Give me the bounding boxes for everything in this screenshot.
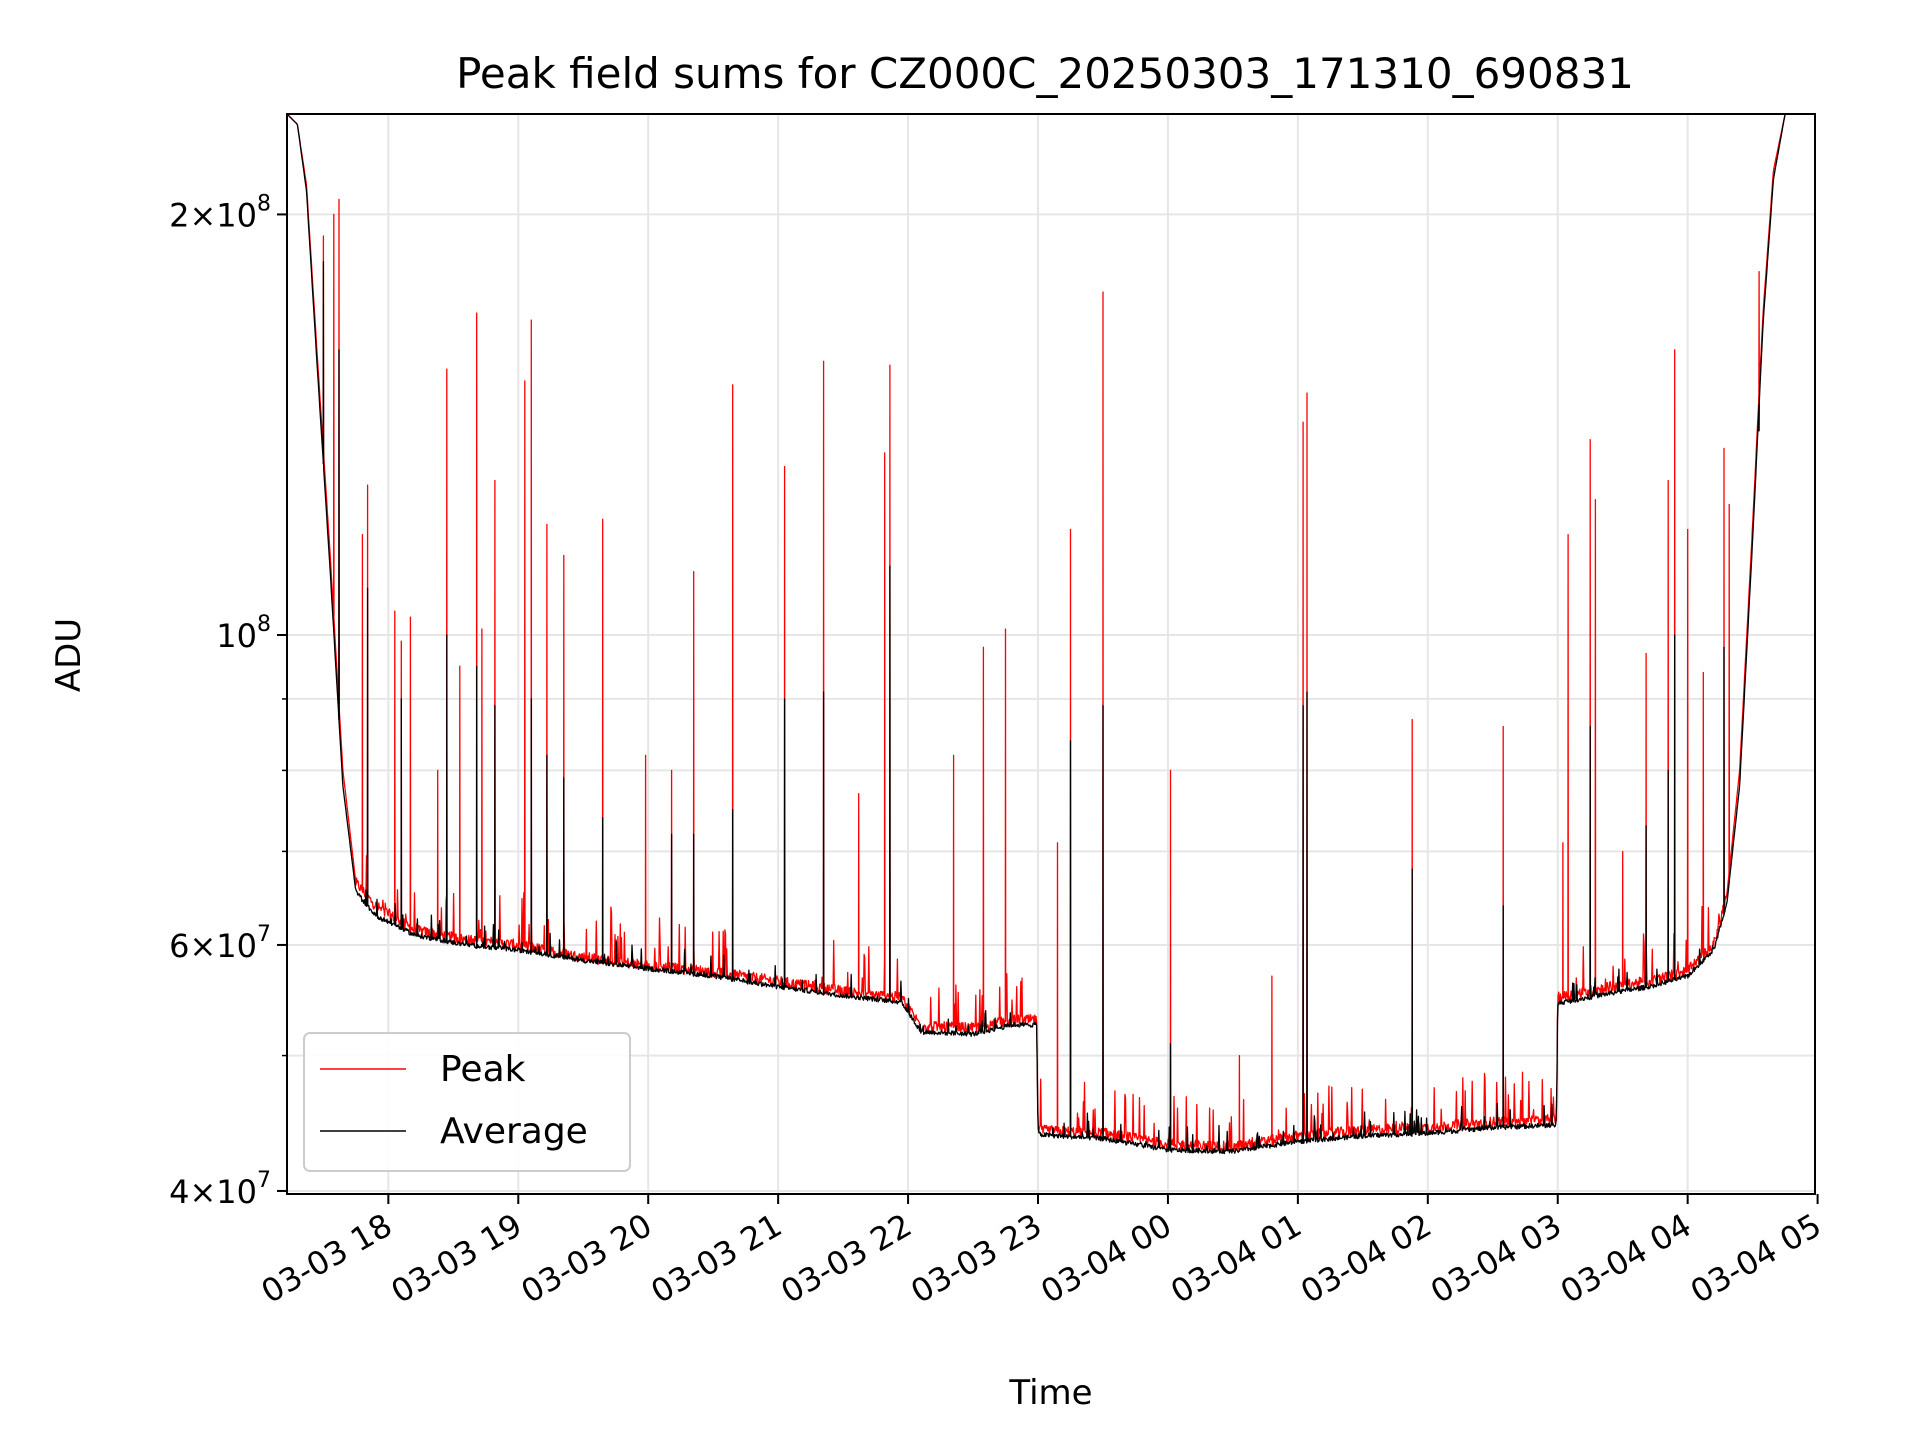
legend-average-label: Average (440, 1111, 588, 1152)
series-layer (287, 114, 1815, 1155)
legend-box (303, 1032, 631, 1172)
series-average-line (287, 114, 1815, 1155)
y-tick-label: 6×107 (169, 922, 271, 965)
legend: Peak Average (303, 1032, 631, 1172)
plot-frame (286, 113, 1816, 1195)
legend-peak-label: Peak (440, 1049, 526, 1090)
chart-title: Peak field sums for CZ000C_20250303_1713… (456, 49, 1634, 98)
y-tick-label: 108 (216, 612, 271, 655)
x-axis-label: Time (1008, 1373, 1092, 1413)
y-tick-label: 4×107 (169, 1168, 271, 1211)
y-axis-ticks: 4×107 6×107 108 2×108 (169, 191, 287, 1211)
y-axis-label: ADU (49, 618, 89, 692)
y-tick-label: 2×108 (169, 191, 271, 234)
